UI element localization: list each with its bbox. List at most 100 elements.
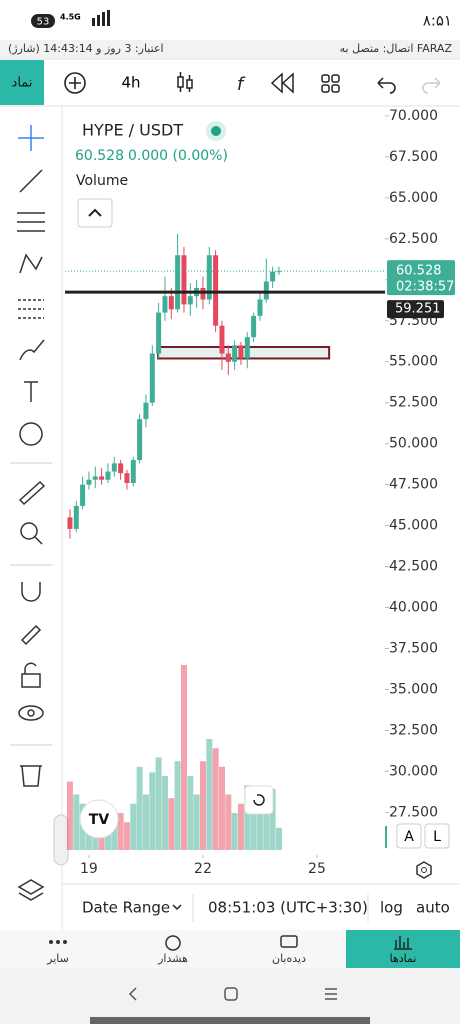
volume-bar <box>187 776 194 850</box>
network: 4.5G <box>60 13 81 22</box>
line-badge-label: 59.251 <box>395 302 441 317</box>
undo[interactable] <box>377 77 396 94</box>
candle-body <box>175 255 181 310</box>
candle-body <box>143 402 149 420</box>
volume-bar <box>130 803 137 850</box>
price: 60.528 <box>75 148 124 164</box>
candle-body <box>67 517 73 529</box>
logo <box>79 799 119 839</box>
candle-body <box>270 271 276 282</box>
y-tick-label: 27.500 <box>389 804 438 820</box>
volume-label: Volume <box>76 173 128 189</box>
back[interactable] <box>128 987 137 1001</box>
candle-body <box>181 255 187 305</box>
collapse-legend[interactable] <box>77 198 113 228</box>
candle-body <box>137 419 143 461</box>
y-tick-label: 70.000 <box>389 108 438 124</box>
indicators[interactable]: f <box>237 74 246 95</box>
candle-body <box>251 315 257 338</box>
candle-body <box>118 463 124 474</box>
y-tick-label: 65.000 <box>389 190 438 206</box>
y-tick-label: 32.500 <box>389 722 438 738</box>
x-tick-label: 22 <box>194 861 212 877</box>
add-button[interactable] <box>64 72 86 94</box>
candle-body <box>257 299 263 316</box>
volume-bar <box>123 822 130 850</box>
zone <box>157 345 331 360</box>
interval[interactable]: 4h <box>121 74 140 92</box>
volume-bar <box>199 761 206 850</box>
candle-body <box>238 345 244 359</box>
y-tick-label: 50.000 <box>389 436 438 452</box>
y-tick-label: 37.500 <box>389 641 438 657</box>
recents[interactable] <box>325 988 337 1000</box>
candle-body <box>73 505 79 529</box>
volume-bar <box>66 781 73 850</box>
volume-bar <box>225 794 232 850</box>
volume-bar <box>250 813 257 850</box>
volume-bar <box>231 813 238 850</box>
volume-bar <box>256 794 263 850</box>
collapse-tab[interactable] <box>53 814 69 866</box>
nav-watchlist[interactable]: دیده‌بان <box>272 952 306 965</box>
svg-text:TV: TV <box>89 812 110 828</box>
y-tick-label: 67.500 <box>389 149 438 165</box>
redo[interactable] <box>422 77 441 94</box>
auto-toggle[interactable]: auto <box>416 899 450 917</box>
x-tick-label: 25 <box>308 861 326 877</box>
layouts[interactable] <box>321 74 340 93</box>
settings[interactable] <box>416 861 432 879</box>
candle-body <box>130 460 136 484</box>
volume-bar <box>237 803 244 850</box>
symbol-label[interactable]: نماد <box>12 76 33 91</box>
auto-button[interactable] <box>396 823 422 849</box>
date-range[interactable]: Date Range <box>82 899 170 917</box>
nav-more[interactable]: سایر <box>46 952 69 965</box>
volume-bar <box>269 788 276 850</box>
home[interactable] <box>224 987 238 1001</box>
candle-body <box>162 296 168 313</box>
log-button[interactable] <box>424 823 450 849</box>
volume-bar <box>155 757 162 850</box>
volume-bar <box>174 761 181 850</box>
candle-body <box>219 325 225 354</box>
countdown: 02:38:57 <box>396 280 454 295</box>
drawing-tools[interactable] <box>17 125 46 901</box>
battery <box>31 14 55 28</box>
log-toggle[interactable]: log <box>380 899 403 917</box>
symbol-button[interactable] <box>0 60 44 105</box>
candle-type[interactable] <box>177 72 193 92</box>
candle-body <box>244 337 250 359</box>
chart: 27.500 30.000 32.500 35.000 37.500 40.000 42.5… <box>65 108 455 877</box>
candle-body <box>232 345 238 362</box>
volume-bar <box>275 827 282 850</box>
volume-bar <box>161 776 168 850</box>
auto-label[interactable]: A <box>404 829 414 845</box>
y-tick-label: 35.000 <box>389 681 438 697</box>
candle-body <box>213 255 219 326</box>
battery-level: 53 <box>37 17 50 28</box>
nav-icons <box>49 940 67 944</box>
candle-body <box>200 287 206 300</box>
y-tick-label: 47.500 <box>389 477 438 493</box>
reset-button[interactable] <box>244 785 274 815</box>
nav-symbols[interactable]: نمادها <box>390 952 417 965</box>
y-tick-label: 42.500 <box>389 559 438 575</box>
candle-body <box>86 479 92 485</box>
nav-alerts[interactable]: هشدار <box>157 952 188 965</box>
signal <box>92 10 110 26</box>
line-badge <box>387 300 444 319</box>
price-badge <box>387 260 455 296</box>
x-tick-label: 19 <box>80 861 98 877</box>
clock-tz[interactable]: 08:51:03 (UTC+3:30) <box>208 899 368 917</box>
candle-body <box>92 476 98 480</box>
replay[interactable] <box>270 72 294 94</box>
volume-bar <box>263 809 270 850</box>
volume-bar <box>193 794 200 850</box>
candle-body <box>156 312 162 354</box>
candle-body <box>111 463 117 472</box>
log-label[interactable]: L <box>433 829 441 845</box>
volume-bar <box>244 785 251 850</box>
candle-body <box>187 296 193 305</box>
